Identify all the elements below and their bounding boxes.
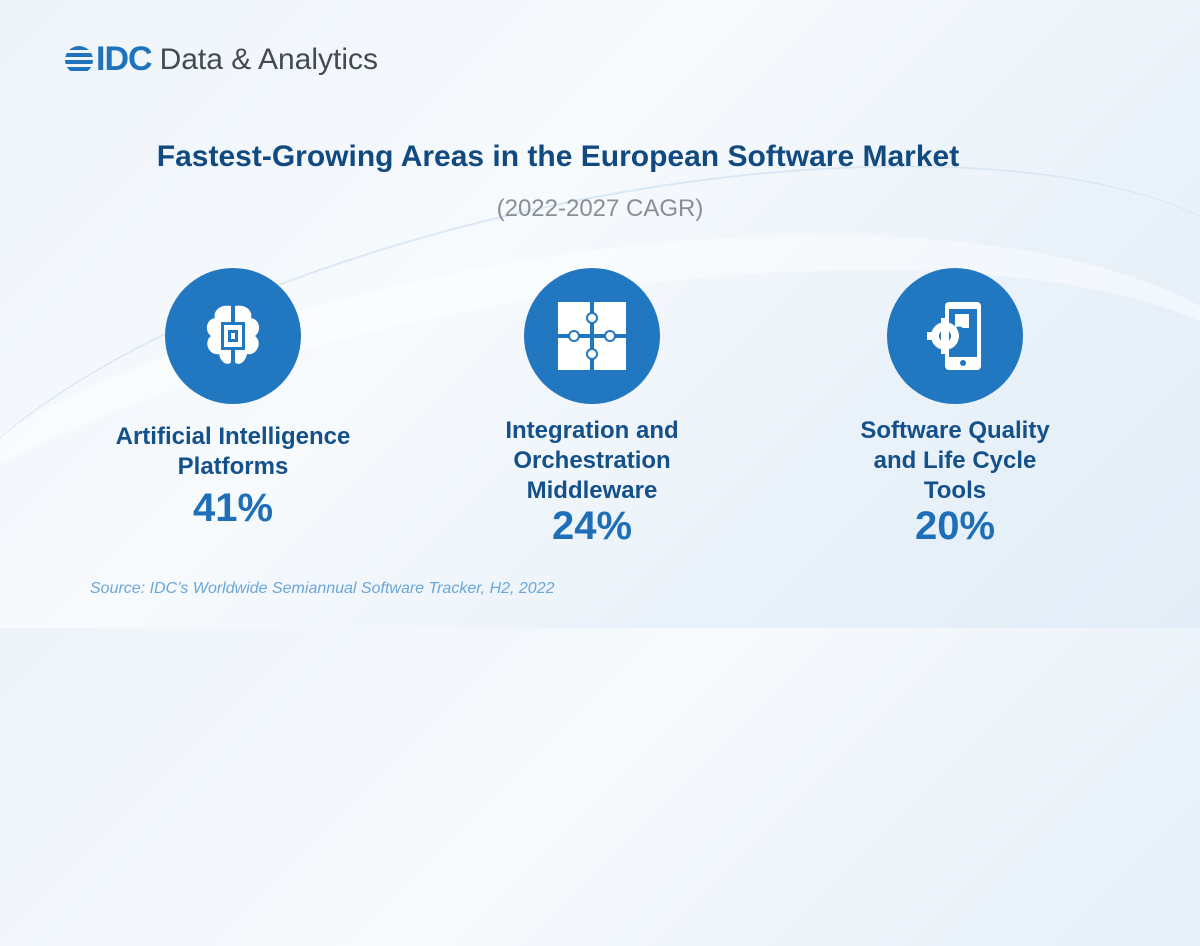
stat-label-line: Tools xyxy=(923,477,987,504)
page-title: Fastest-Growing Areas in the European So… xyxy=(156,140,960,173)
stat-label-line: Integration and xyxy=(505,417,679,444)
stat-ai-platforms: Artificial Intelligence Platforms 41% xyxy=(83,268,383,531)
stat-integration-middleware: Integration and Orchestration Middleware… xyxy=(442,268,742,549)
stat-value: 20% xyxy=(914,504,996,548)
stat-software-quality: Software Quality and Life Cycle Tools 20… xyxy=(805,268,1105,549)
stat-value: 41% xyxy=(192,486,274,530)
stat-label-line: Middleware xyxy=(526,477,658,504)
ai-brain-chip-icon xyxy=(165,268,301,404)
source-note: Source: IDC’s Worldwide Semiannual Softw… xyxy=(90,580,555,597)
idc-logo: IDC Data & Analytics xyxy=(64,40,378,79)
mobile-gear-icon xyxy=(887,268,1023,404)
logo-subtitle: Data & Analytics xyxy=(159,42,378,76)
stat-label-line: Software Quality xyxy=(860,417,1050,444)
stat-value: 24% xyxy=(551,504,633,548)
logo-idc-text: IDC xyxy=(96,40,153,78)
stat-label-line: and Life Cycle xyxy=(873,447,1037,474)
puzzle-icon xyxy=(524,268,660,404)
stat-label-line: Platforms xyxy=(177,453,289,480)
stat-label-line: Artificial Intelligence xyxy=(115,423,351,450)
stat-label-line: Orchestration xyxy=(513,447,671,474)
page-subtitle: (2022-2027 CAGR) xyxy=(496,195,704,222)
idc-globe-icon xyxy=(65,45,93,71)
